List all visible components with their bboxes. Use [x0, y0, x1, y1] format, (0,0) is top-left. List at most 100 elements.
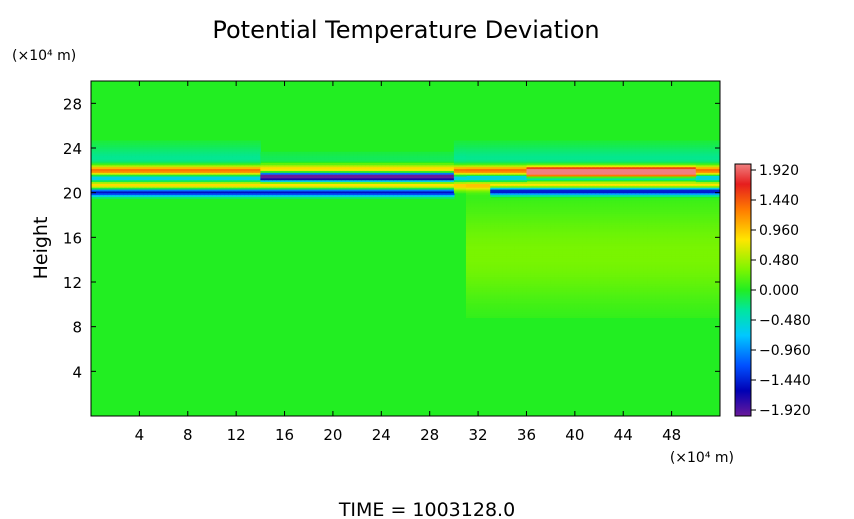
heatmap-cell: [691, 298, 697, 302]
heatmap-cell: [578, 274, 584, 278]
heatmap-cell: [599, 304, 604, 307]
heatmap-cell: [324, 194, 330, 197]
heatmap-cell: [478, 263, 483, 266]
heatmap-cell: [554, 304, 560, 307]
heatmap-cell: [494, 287, 499, 291]
heatmap-cell: [659, 216, 665, 220]
heatmap-cell: [256, 188, 261, 192]
heatmap-cell: [675, 235, 681, 238]
heatmap-cell: [550, 300, 556, 304]
heatmap-cell: [603, 278, 608, 281]
heatmap-cell: [659, 268, 665, 272]
heatmap-cell: [615, 313, 620, 317]
heatmap-cell: [482, 220, 487, 224]
heatmap-cell: [651, 190, 657, 194]
heatmap-cell: [651, 315, 657, 318]
heatmap-cell: [506, 215, 511, 218]
heatmap-cell: [655, 304, 661, 307]
heatmap-cell: [320, 194, 326, 197]
heatmap-cell: [667, 239, 673, 242]
heatmap-cell: [635, 300, 640, 304]
heatmap-cell: [578, 194, 584, 197]
heatmap-cell: [691, 278, 697, 281]
heatmap-cell: [514, 215, 519, 218]
heatmap-cell: [599, 213, 604, 216]
heatmap-cell: [582, 231, 588, 235]
heatmap-cell: [530, 311, 536, 315]
heatmap-cell: [711, 287, 717, 291]
heatmap-cell: [115, 188, 120, 192]
heatmap-cell: [530, 239, 536, 242]
heatmap-cell: [715, 222, 720, 225]
heatmap-cell: [707, 259, 713, 263]
heatmap-cell: [703, 187, 709, 190]
heatmap-cell: [595, 205, 600, 209]
heatmap-cell: [639, 287, 644, 291]
heatmap-cell: [542, 259, 548, 263]
heatmap-cell: [538, 239, 544, 242]
heatmap-cell: [611, 241, 616, 244]
heatmap-cell: [324, 190, 330, 194]
heatmap-cell: [490, 311, 495, 315]
heatmap-cell: [647, 259, 653, 263]
heatmap-cell: [586, 268, 592, 272]
heatmap-cell: [659, 300, 665, 304]
heatmap-cell: [687, 188, 693, 192]
heatmap-cell: [95, 192, 100, 196]
heatmap-cell: [345, 194, 350, 197]
heatmap-cell: [627, 289, 632, 292]
heatmap-cell: [534, 250, 540, 253]
heatmap-cell: [328, 196, 334, 199]
heatmap-cell: [526, 233, 532, 237]
heatmap-cell: [711, 248, 717, 251]
heatmap-cell: [478, 257, 483, 261]
heatmap-cell: [663, 241, 669, 244]
heatmap-cell: [574, 263, 580, 266]
heatmap-cell: [611, 304, 616, 307]
heatmap-cell: [651, 261, 657, 264]
heatmap-cell: [643, 201, 649, 205]
heatmap-cell: [502, 291, 507, 294]
heatmap-cell: [695, 265, 701, 268]
heatmap-cell: [687, 211, 693, 214]
heatmap-cell: [663, 216, 669, 220]
heatmap-cell: [332, 188, 338, 192]
heatmap-cell: [595, 254, 600, 257]
heatmap-cell: [534, 207, 540, 211]
heatmap-cell: [663, 250, 669, 253]
heatmap-cell: [578, 308, 584, 311]
heatmap-cell: [526, 309, 532, 313]
heatmap-cell: [502, 207, 507, 211]
heatmap-cell: [651, 248, 657, 251]
heatmap-cell: [490, 274, 495, 278]
heatmap-cell: [215, 188, 221, 192]
heatmap-cell: [595, 267, 600, 270]
heatmap-cell: [494, 211, 499, 214]
heatmap-cell: [659, 224, 665, 227]
heatmap-cell: [530, 203, 536, 207]
heatmap-cell: [518, 203, 524, 207]
heatmap-cell: [607, 228, 612, 231]
heatmap-cell: [582, 216, 588, 220]
heatmap-cell: [111, 187, 116, 190]
heatmap-cell: [530, 224, 536, 227]
heatmap-cell: [631, 289, 636, 292]
heatmap-cell: [715, 198, 720, 201]
heatmap-cell: [538, 283, 544, 287]
heatmap-cell: [639, 252, 644, 255]
heatmap-cell: [486, 298, 491, 302]
heatmap-cell: [631, 302, 636, 305]
heatmap-cell: [526, 285, 532, 289]
heatmap-cell: [699, 309, 705, 313]
heatmap-cell: [538, 205, 544, 209]
heatmap-cell: [554, 207, 560, 211]
heatmap-cell: [502, 190, 507, 194]
heatmap-cell: [595, 287, 600, 291]
heatmap-cell: [707, 222, 713, 225]
heatmap-cell: [578, 283, 584, 287]
heatmap-cell: [695, 252, 701, 255]
heatmap-cell: [248, 194, 253, 197]
heatmap-cell: [478, 280, 483, 283]
heatmap-cell: [607, 241, 612, 244]
heatmap-cell: [502, 274, 507, 278]
